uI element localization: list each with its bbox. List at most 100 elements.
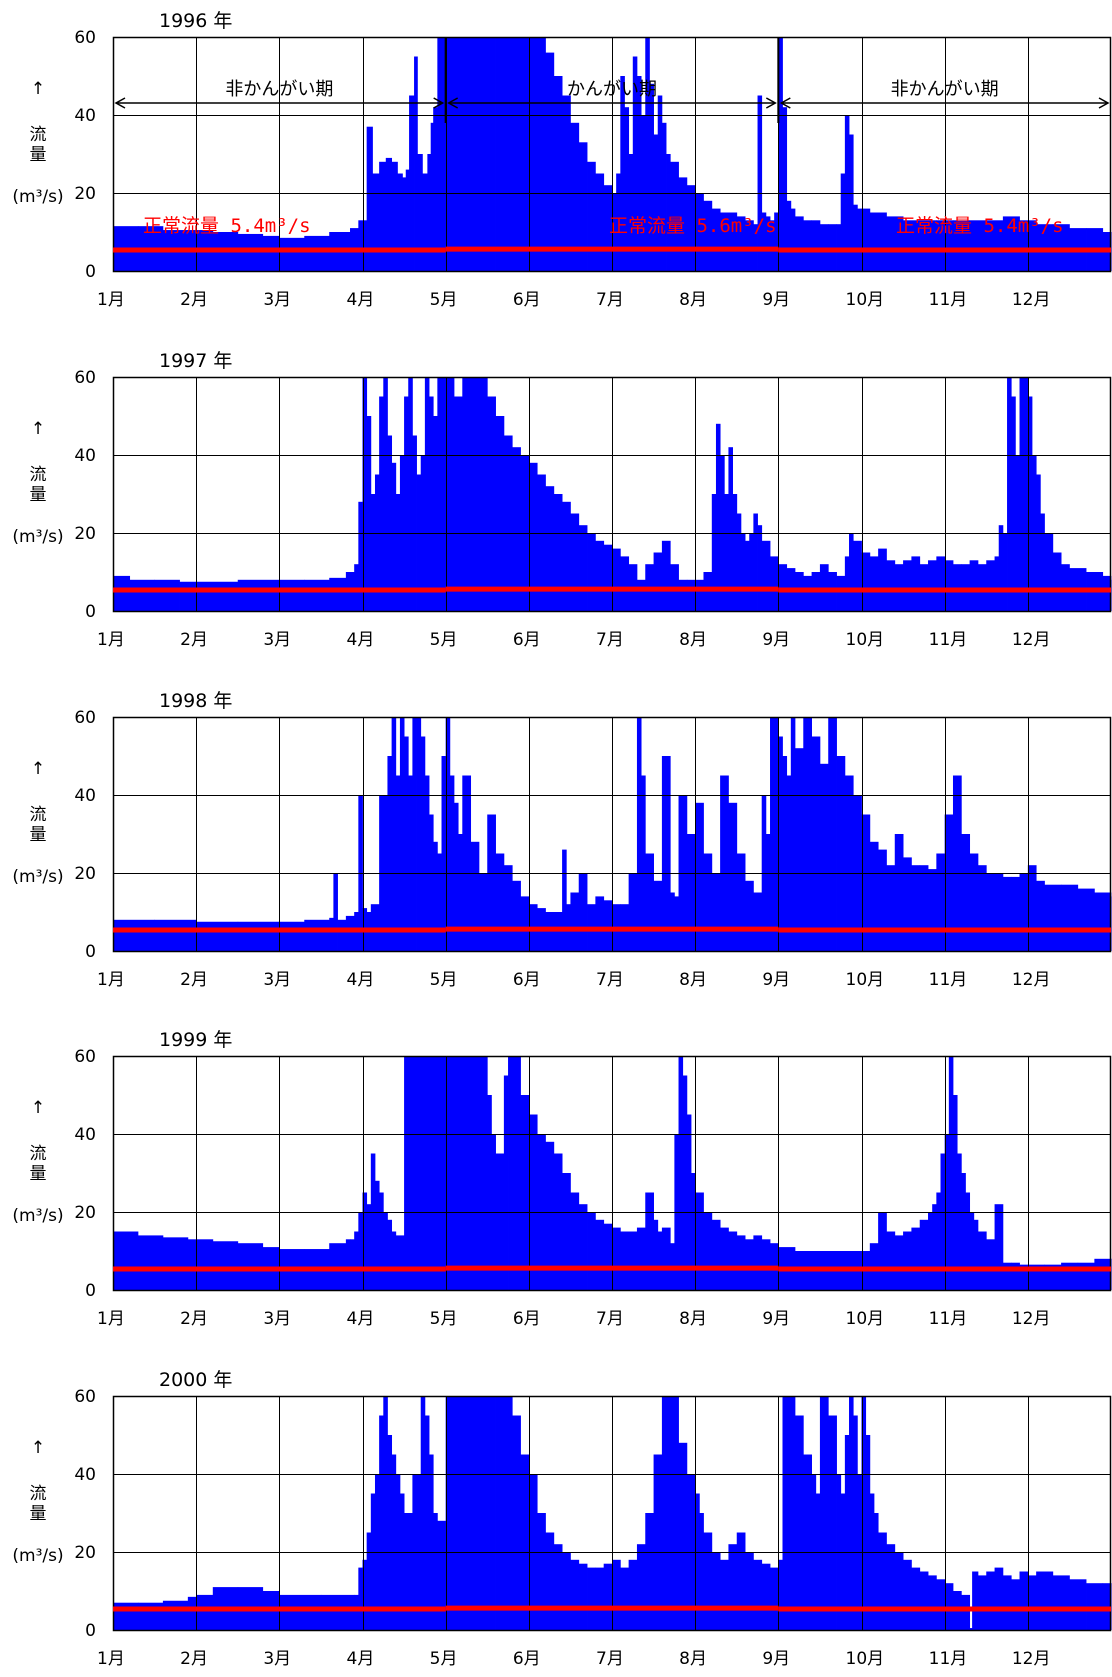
flow-bar [1019,377,1025,611]
flow-bar [803,575,812,611]
flow-bar [1019,1571,1029,1630]
flow-bar [661,1227,671,1290]
flow-bar [470,377,480,611]
flow-bar [424,1415,430,1630]
flow-bar [1036,474,1041,611]
flow-bar [969,560,979,611]
x-tick-label: 3月 [263,1309,291,1329]
flow-bar [745,880,754,951]
flow-bar [545,52,555,271]
flow-bar [778,1559,783,1630]
grid [113,1396,1111,1630]
flow-bar [903,1231,912,1290]
flow-bar [578,142,588,271]
x-tick-label: 12月 [1012,290,1051,310]
flow-bar [686,579,696,611]
flow-bar [412,717,417,951]
flow-bar [372,173,380,271]
flow-bar [412,435,417,611]
flow-bar [636,579,646,611]
flow-bar [595,173,605,271]
flow-bar [740,533,746,611]
flow-bar [478,377,488,611]
flow-bar [728,212,738,271]
flow-bar [944,560,954,611]
flow-bar [1040,513,1045,611]
flow-bar [903,857,912,951]
flow-bar [395,1235,405,1290]
flow-bar [636,1227,646,1290]
arrowhead-right-icon [765,97,777,109]
flow-bar [786,1396,796,1630]
flow-bar [1111,232,1112,271]
flow-bar [828,717,837,951]
flow-bar [853,540,862,611]
flow-bar [437,37,442,271]
flow-bar [512,37,530,271]
flow-bar [894,834,904,951]
x-tick-label: 6月 [513,630,541,650]
flow-bar [553,494,563,611]
arrowhead-left-icon [779,97,791,109]
y-axis-unit: (m³/s) [12,867,63,887]
flow-bar [886,216,904,271]
flow-bar [961,1594,971,1630]
flow-bar [961,834,971,951]
x-tick-label: 11月 [929,1309,968,1329]
flow-bar [1094,892,1112,951]
flow-bar [162,1237,189,1290]
flow-bar [1094,1258,1112,1290]
flow-bar [986,560,995,611]
flow-bar [441,756,447,951]
flow-bar [645,853,654,951]
y-tick-label: 60 [74,708,96,728]
flow-bar [508,1056,513,1290]
flow-bar [478,1056,484,1290]
flow-bar [366,1204,372,1290]
flow-bar [445,1056,463,1290]
flow-bar [770,717,775,951]
flow-bar [977,1575,987,1630]
x-tick-label: 9月 [762,630,790,650]
flow-bar [803,1454,812,1630]
flow-bar [362,377,368,611]
flow-bar [578,1563,588,1630]
flow-bar [928,1212,933,1290]
flow-bar [412,1056,422,1290]
flow-bar [113,575,131,611]
flow-bar [487,1095,492,1290]
flow-bar [1069,1579,1087,1630]
flow-bar [749,533,754,611]
flow-bar [703,853,713,951]
flow-bar [441,37,447,271]
x-tick-label: 5月 [430,1649,458,1669]
flow-bar [628,1231,638,1290]
flow-bar [919,1571,929,1630]
flow-bar [512,880,521,951]
flow-bar [974,1571,979,1630]
flow-bar [911,556,921,611]
flow-bar [512,1415,521,1630]
flow-bar [1077,888,1095,951]
x-tick-label: 4月 [347,970,375,990]
period-label: 非かんがい期 [225,79,333,100]
flow-bar [849,533,854,611]
y-tick-label: 40 [74,786,96,806]
flow-bar [553,76,563,271]
x-tick-label: 10月 [846,630,885,650]
flow-bar [478,37,496,271]
flow-bar [387,1435,393,1630]
flow-bar [682,1075,688,1290]
flow-bar [1044,884,1062,951]
flow-bar [753,1235,763,1290]
flow-bar [857,208,862,271]
flow-bar [445,37,463,271]
flow-bar [903,1559,912,1630]
flow-bar [262,235,280,271]
flow-bar [770,1567,779,1630]
normal-flow-label: 正常流量 5.6m³/s [609,215,777,237]
flow-bar [636,717,642,951]
flow-bar [632,56,638,271]
flow-bar [703,1532,713,1630]
flow-bar [745,220,754,271]
